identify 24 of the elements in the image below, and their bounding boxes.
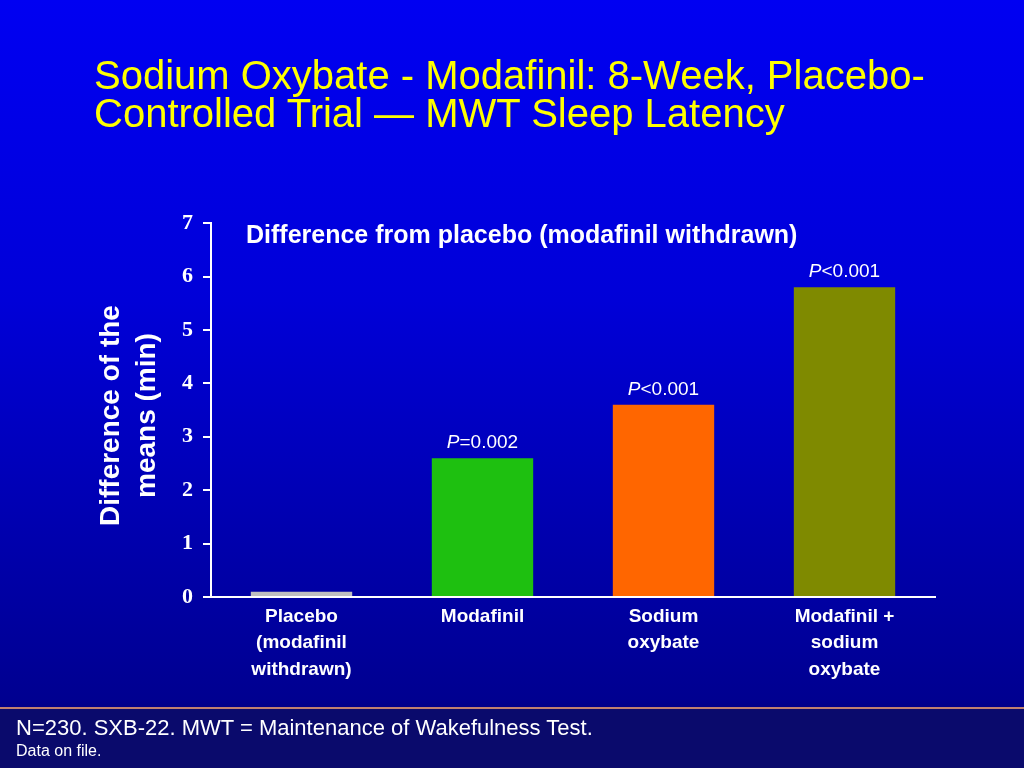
text: Data on file. (16, 741, 103, 760)
y-tick-label: 4 (182, 369, 193, 395)
x-tick-label: Sodium oxybate (627, 604, 700, 653)
annotation: P<0.001 (627, 377, 700, 399)
y-tick-label: 2 (182, 475, 193, 501)
bar (793, 287, 896, 596)
chart-title: Sodium Oxybate - Modafinil: 8-Week, Placebo-Controlled Trial — MWT Sleep Latency (94, 53, 926, 135)
annotation: P<0.001 (808, 260, 881, 282)
y-tick-label: 0 (182, 582, 193, 608)
y-tick-label: 6 (182, 262, 193, 288)
text: N=230. SXB-22. MWT = Maintenance of Wakefulness Test. (16, 714, 593, 741)
y-axis-title: Difference of the means (min) (93, 304, 162, 529)
y-tick-label: 7 (182, 208, 193, 234)
x-tick-label: Placebo (modafinil withdrawn) (250, 604, 352, 679)
chart-subtitle: Difference from placebo (modafinil withdrawn) (246, 219, 798, 249)
x-tick-label: Modafinil (440, 604, 525, 626)
bar (250, 591, 353, 596)
x-tick-label: Modafinil + sodium oxybate (794, 604, 895, 679)
y-tick-label: 1 (182, 529, 193, 555)
bar (431, 458, 534, 596)
bar (612, 404, 715, 596)
annotation: P=0.002 (446, 431, 519, 453)
y-tick-label: 5 (182, 315, 193, 341)
y-tick-label: 3 (182, 422, 193, 448)
